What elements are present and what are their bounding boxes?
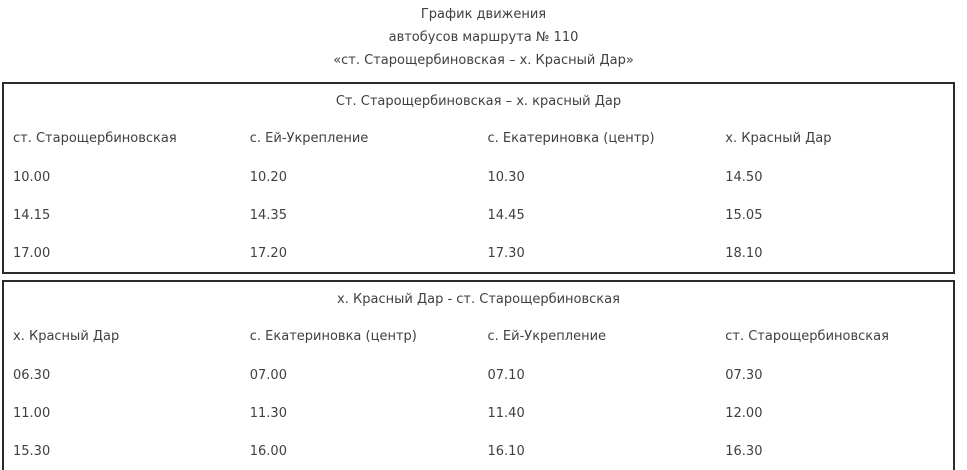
time-cell: 11.00 bbox=[13, 405, 51, 421]
time-cell: 14.15 bbox=[13, 207, 51, 223]
time-cell: 17.30 bbox=[487, 245, 525, 261]
time-cell: 14.45 bbox=[487, 207, 525, 223]
table-row: 11.00 11.30 11.40 12.00 bbox=[3, 394, 954, 432]
table-caption-row: Ст. Старощербиновская – х. красный Дар bbox=[3, 83, 954, 118]
time-cell: 10.20 bbox=[249, 169, 287, 185]
time-cell: 06.30 bbox=[13, 367, 51, 383]
time-cell: 15.05 bbox=[725, 207, 763, 223]
time-cell: 18.10 bbox=[725, 245, 763, 261]
table-row: 15.30 16.00 16.10 16.30 bbox=[3, 432, 954, 470]
time-cell: 17.00 bbox=[13, 245, 51, 261]
table-row: 17.00 17.20 17.30 18.10 bbox=[3, 234, 954, 273]
table-row: 14.15 14.35 14.45 15.05 bbox=[3, 196, 954, 234]
page-title-line-1: График движения bbox=[420, 7, 547, 22]
table-row: 06.30 07.00 07.10 07.30 bbox=[3, 356, 954, 394]
table-caption: Ст. Старощербиновская – х. красный Дар bbox=[335, 93, 622, 109]
time-cell: 07.00 bbox=[249, 367, 287, 383]
schedule-table-return: х. Красный Дар - ст. Старощербиновская х… bbox=[2, 280, 955, 470]
page-title-line-3: «ст. Старощербиновская – х. Красный Дар» bbox=[333, 53, 634, 68]
table-row: 10.00 10.20 10.30 14.50 bbox=[3, 158, 954, 196]
table-caption: х. Красный Дар - ст. Старощербиновская bbox=[337, 291, 620, 307]
column-header-row: ст. Старощербиновская с. Ей-Укрепление с… bbox=[3, 118, 954, 158]
column-header: ст. Старощербиновская bbox=[13, 130, 177, 146]
time-cell: 16.00 bbox=[249, 443, 287, 459]
time-cell: 17.20 bbox=[249, 245, 287, 261]
time-cell: 12.00 bbox=[725, 405, 763, 421]
time-cell: 11.40 bbox=[487, 405, 525, 421]
column-header: х. Красный Дар bbox=[13, 328, 120, 344]
time-cell: 16.10 bbox=[487, 443, 525, 459]
time-cell: 10.30 bbox=[487, 169, 525, 185]
schedule-table-outbound: Ст. Старощербиновская – х. красный Дар с… bbox=[2, 82, 955, 274]
time-cell: 16.30 bbox=[725, 443, 763, 459]
time-cell: 10.00 bbox=[13, 169, 51, 185]
column-header: с. Екатериновка (центр) bbox=[249, 328, 417, 344]
time-cell: 07.10 bbox=[487, 367, 525, 383]
time-cell: 14.35 bbox=[249, 207, 287, 223]
column-header: с. Екатериновка (центр) bbox=[487, 130, 655, 146]
column-header-row: х. Красный Дар с. Екатериновка (центр) с… bbox=[3, 316, 954, 356]
column-header: с. Ей-Укрепление bbox=[249, 130, 369, 146]
column-header: х. Красный Дар bbox=[725, 130, 832, 146]
column-header: с. Ей-Укрепление bbox=[487, 328, 607, 344]
time-cell: 14.50 bbox=[725, 169, 763, 185]
time-cell: 07.30 bbox=[725, 367, 763, 383]
page-title-line-2: автобусов маршрута № 110 bbox=[388, 30, 579, 45]
column-header: ст. Старощербиновская bbox=[725, 328, 889, 344]
time-cell: 11.30 bbox=[249, 405, 287, 421]
page-title: График движения автобусов маршрута № 110… bbox=[0, 0, 967, 72]
time-cell: 15.30 bbox=[13, 443, 51, 459]
table-caption-row: х. Красный Дар - ст. Старощербиновская bbox=[3, 281, 954, 316]
